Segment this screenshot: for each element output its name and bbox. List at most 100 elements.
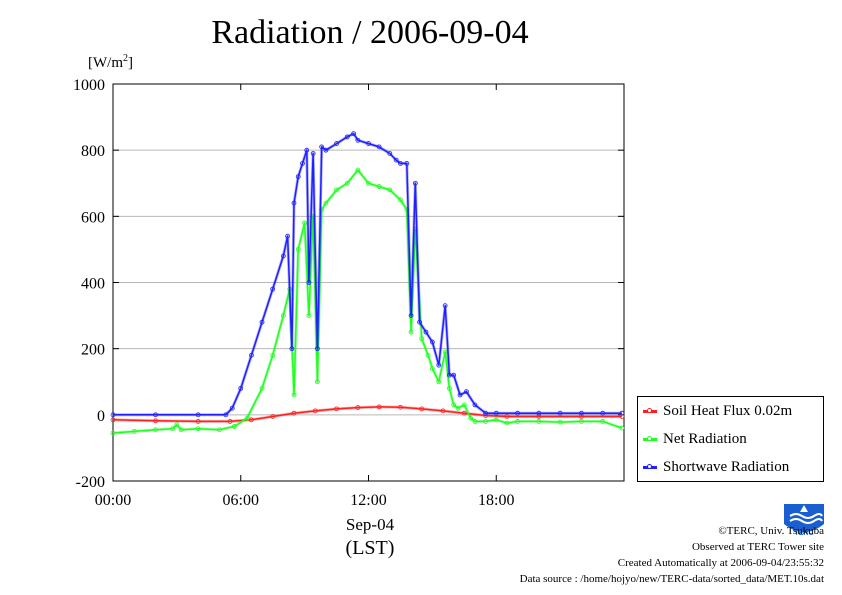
data-point xyxy=(334,141,339,146)
data-point xyxy=(289,346,295,352)
data-point xyxy=(457,392,463,398)
data-point xyxy=(557,410,563,416)
x-tick-label: 12:00 xyxy=(350,492,386,509)
series-line-net-radiation xyxy=(112,169,623,434)
credit-copyright: ©TERC, Univ. Tsukuba xyxy=(718,525,824,537)
data-point xyxy=(366,141,371,146)
data-point xyxy=(110,412,116,418)
series-line-shortwave-radiation xyxy=(113,132,622,416)
data-point xyxy=(259,319,265,325)
data-point xyxy=(280,253,286,259)
series-line-shortwave-radiation-halo xyxy=(113,132,622,417)
data-point xyxy=(387,151,393,156)
data-point xyxy=(355,167,361,173)
data-point xyxy=(579,410,584,416)
data-point xyxy=(440,408,446,414)
data-point xyxy=(483,410,489,416)
data-point xyxy=(153,412,158,418)
y-tick-label: -200 xyxy=(76,474,105,491)
x-tick-label: 06:00 xyxy=(223,492,259,509)
data-point xyxy=(334,406,339,412)
data-point xyxy=(429,339,435,345)
data-point xyxy=(344,180,350,186)
data-point xyxy=(312,408,318,414)
data-point xyxy=(536,419,542,424)
legend-item-soil-heat-flux: Soil Heat Flux 0.02m xyxy=(638,397,825,425)
data-point xyxy=(619,414,625,419)
data-point xyxy=(419,336,425,342)
data-point xyxy=(600,419,606,424)
data-point xyxy=(178,427,184,433)
data-point xyxy=(217,427,222,433)
credit-created: Created Automatically at 2006-09-04/23:5… xyxy=(617,557,824,569)
data-point xyxy=(493,417,499,423)
data-point xyxy=(319,144,325,150)
legend-swatch-red xyxy=(643,407,657,413)
data-point xyxy=(355,405,361,410)
data-point xyxy=(195,426,201,432)
data-point xyxy=(425,352,431,358)
data-point xyxy=(295,247,301,252)
data-point xyxy=(334,187,339,193)
data-point xyxy=(408,329,414,335)
data-point xyxy=(270,286,276,292)
data-point xyxy=(376,184,382,189)
y-tick-label: 600 xyxy=(81,209,105,226)
data-point xyxy=(238,385,244,391)
data-point xyxy=(110,430,116,436)
data-point xyxy=(195,412,201,418)
x-tick-label: 18:00 xyxy=(478,492,514,509)
data-point xyxy=(472,402,478,408)
data-point xyxy=(436,362,442,368)
data-point xyxy=(423,329,429,335)
data-point xyxy=(231,424,237,429)
data-point xyxy=(302,220,308,226)
data-point xyxy=(306,313,312,318)
y-tick-label: 400 xyxy=(81,276,105,293)
data-point xyxy=(323,147,329,153)
data-point xyxy=(376,144,382,150)
data-point xyxy=(515,419,520,424)
data-point xyxy=(447,385,452,391)
data-point xyxy=(270,414,276,419)
data-point xyxy=(619,425,625,431)
data-point xyxy=(600,410,606,416)
data-point xyxy=(351,131,356,137)
legend-swatch-blue xyxy=(643,463,657,469)
y-tick-label: 800 xyxy=(81,143,105,160)
data-point xyxy=(248,352,254,358)
data-point xyxy=(451,372,457,378)
data-point xyxy=(398,160,403,166)
series-line-soil-heat-flux xyxy=(112,406,622,423)
terc-logo-icon: TERC xyxy=(784,504,824,537)
data-point xyxy=(398,197,403,203)
data-point xyxy=(366,180,371,186)
data-point xyxy=(323,200,329,206)
data-point xyxy=(504,420,510,426)
data-point xyxy=(314,346,320,352)
data-point xyxy=(248,417,254,423)
data-point xyxy=(412,180,418,186)
data-point xyxy=(408,313,414,318)
data-point xyxy=(536,414,542,419)
legend-item-shortwave-radiation: Shortwave Radiation xyxy=(638,453,825,481)
data-point xyxy=(619,410,625,416)
data-point xyxy=(393,157,399,163)
data-point xyxy=(468,415,474,421)
data-point xyxy=(515,410,520,416)
data-point xyxy=(504,414,510,419)
data-point xyxy=(229,405,235,411)
data-point xyxy=(195,419,201,424)
legend-label: Net Radiation xyxy=(663,430,747,447)
series-line-net-radiation-halo xyxy=(112,168,623,435)
data-point xyxy=(404,160,410,166)
data-point xyxy=(291,200,297,206)
legend-label: Soil Heat Flux 0.02m xyxy=(663,402,793,419)
data-point xyxy=(419,406,425,412)
x-axis-timezone-label: (LST) xyxy=(345,537,395,559)
data-point xyxy=(387,187,393,193)
data-point xyxy=(174,422,180,428)
svg-text:TERC: TERC xyxy=(794,530,813,537)
data-point xyxy=(442,349,448,355)
data-point xyxy=(579,419,584,424)
